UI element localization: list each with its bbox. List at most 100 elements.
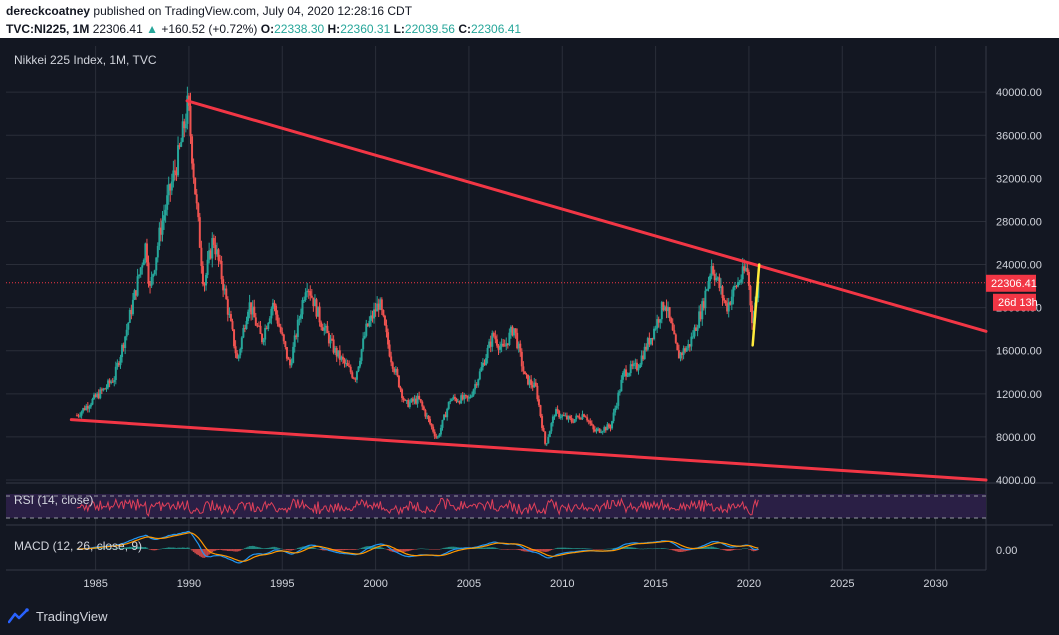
trendlines[interactable] xyxy=(69,99,988,482)
countdown-tag xyxy=(993,293,1036,311)
macd-histogram-bar xyxy=(292,549,294,550)
candle-body xyxy=(348,365,351,367)
macd-histogram-bar xyxy=(385,549,388,550)
macd-histogram-bar xyxy=(311,546,313,549)
macd-histogram-bar xyxy=(300,547,302,549)
candle-body xyxy=(388,344,391,357)
candle-body xyxy=(362,338,365,350)
candle-body xyxy=(653,328,656,340)
macd-histogram-bar xyxy=(704,547,707,549)
macd-histogram-bar xyxy=(444,547,447,549)
macd-histogram-bar xyxy=(290,549,293,551)
price-change: +160.52 (+0.72%) xyxy=(161,22,258,36)
macd-histogram-bar xyxy=(721,549,724,550)
trendline-lower[interactable] xyxy=(69,418,988,482)
candle-body xyxy=(698,311,701,328)
candle-body xyxy=(273,302,276,306)
macd-histogram-bar xyxy=(149,549,151,550)
macd-histogram-bar xyxy=(541,549,543,552)
macd-histogram-bar xyxy=(496,548,498,549)
macd-histogram-bar xyxy=(416,548,419,550)
candle-body xyxy=(373,309,376,319)
candle-body xyxy=(422,406,425,410)
macd-histogram-bar xyxy=(276,547,279,549)
macd-histogram-bar xyxy=(667,548,669,550)
candle-body xyxy=(477,379,480,386)
macd-histogram-bar xyxy=(559,547,562,549)
macd-histogram-bar xyxy=(637,548,640,550)
macd-histogram-bar xyxy=(499,548,501,550)
macd-histogram-bar xyxy=(163,548,165,549)
candle-body xyxy=(110,381,113,384)
macd-histogram-bar xyxy=(267,547,270,549)
candle-body xyxy=(245,321,248,330)
candle-body xyxy=(97,393,100,399)
candle-body xyxy=(408,402,411,408)
candle-body xyxy=(452,396,455,400)
candle-body xyxy=(520,351,523,367)
candle-body xyxy=(219,260,222,262)
macd-histogram-bar xyxy=(125,547,128,549)
tradingview-brand: TradingView xyxy=(36,608,108,624)
price-axis[interactable]: 4000.008000.0012000.0016000.0020000.0024… xyxy=(996,87,1042,487)
macd-histogram-bar xyxy=(678,549,680,553)
tradingview-logo[interactable]: TradingView xyxy=(8,608,108,624)
candle-body xyxy=(441,419,444,428)
candle-body xyxy=(268,318,271,324)
macd-histogram-bar xyxy=(684,549,686,552)
candle-body xyxy=(91,398,94,405)
candle-body xyxy=(264,327,267,340)
macd-histogram-bar xyxy=(199,549,201,557)
macd-histogram-bar xyxy=(139,546,142,549)
candle-body xyxy=(461,395,464,400)
candle-body xyxy=(656,319,659,329)
last-price-tag-text: 22306.41 xyxy=(991,278,1037,290)
candle-body xyxy=(469,396,472,398)
macd-histogram-bar xyxy=(665,548,668,550)
chart-area[interactable]: 4000.00 8000.00 12000.00 16000.00 2000 0.00 24… xyxy=(0,38,1059,598)
time-axis[interactable]: 1985 1990 1995 2000 2005 2010 2015 2020 2025 2030 xyxy=(83,578,947,590)
candle-body xyxy=(486,347,489,359)
macd-histogram-bar xyxy=(167,547,170,549)
candle-body xyxy=(410,398,413,403)
macd-histogram-bar xyxy=(242,548,245,550)
candle-body xyxy=(402,397,405,400)
candle-body xyxy=(419,399,422,402)
candle-body xyxy=(292,346,295,363)
macd-histogram-bar xyxy=(513,549,515,550)
candle-body xyxy=(390,356,393,363)
candle-body xyxy=(667,307,670,312)
macd-histogram-bar xyxy=(675,549,677,552)
macd-histogram-bar xyxy=(223,549,226,551)
candle-body xyxy=(589,421,592,424)
candle-body xyxy=(511,326,514,336)
trendline-upper[interactable] xyxy=(185,99,988,333)
macd-histogram-bar xyxy=(301,546,304,549)
candle-body xyxy=(463,394,466,400)
highlight-line[interactable] xyxy=(751,263,761,347)
macd-histogram-bar xyxy=(122,547,125,549)
macd-histogram-bar xyxy=(703,547,705,549)
candle-body xyxy=(530,379,533,386)
candle-body xyxy=(614,408,617,413)
macd-histogram-bar xyxy=(556,547,559,549)
candlestick-series[interactable] xyxy=(75,86,760,447)
macd-histogram-bar xyxy=(304,546,307,549)
macd-histogram-bar xyxy=(528,549,531,552)
candle-body xyxy=(396,369,399,376)
candle-body xyxy=(220,260,223,280)
macd-histogram-bar xyxy=(552,549,554,550)
candle-body xyxy=(525,374,528,376)
macd-histogram-bar xyxy=(549,549,551,551)
candle-body xyxy=(405,400,408,402)
macd-histogram-bar xyxy=(185,547,187,549)
macd-histogram-bar xyxy=(312,547,315,549)
candle-body xyxy=(416,395,419,404)
author-name[interactable]: dereckcoatney xyxy=(6,4,91,18)
macd-histogram-bar xyxy=(746,548,749,550)
macd-histogram-bar xyxy=(113,548,116,550)
publish-header: dereckcoatney published on TradingView.c… xyxy=(0,0,1059,38)
candle-body xyxy=(203,284,206,286)
candle-body xyxy=(695,327,698,331)
candle-body xyxy=(460,395,463,404)
